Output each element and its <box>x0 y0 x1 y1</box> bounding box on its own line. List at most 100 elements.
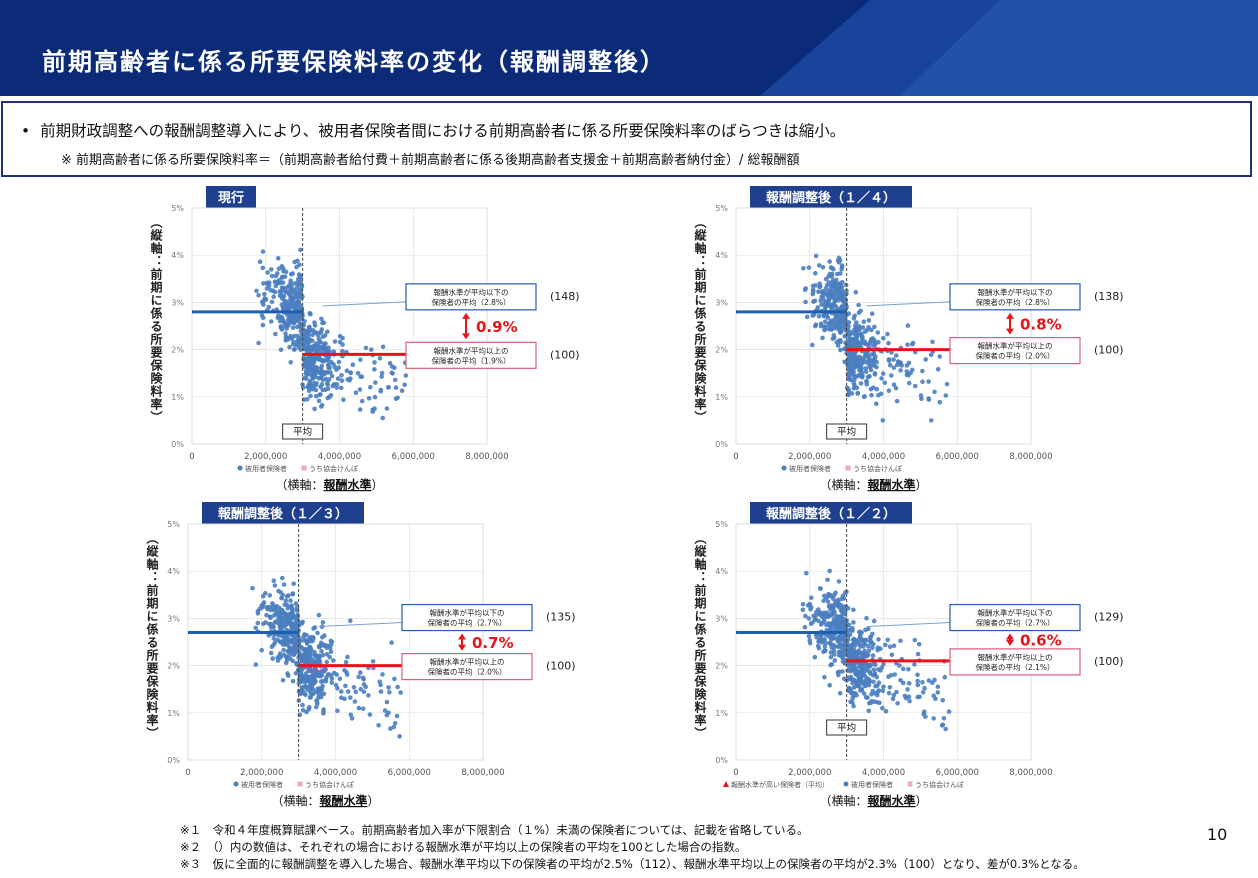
scatter-point <box>838 649 843 654</box>
scatter-point <box>403 373 409 378</box>
scatter-point <box>326 348 332 354</box>
scatter-point <box>942 674 948 680</box>
scatter-point <box>316 398 322 404</box>
scatter-point <box>891 643 897 649</box>
scatter-point <box>866 708 871 714</box>
scatter-point <box>882 380 888 385</box>
y-axis-label: （縦軸：前期に係る所要保険料率） <box>693 532 707 740</box>
scatter-point <box>278 315 284 320</box>
scatter-point <box>817 586 823 591</box>
scatter-point <box>848 354 854 360</box>
scatter-point <box>329 373 335 379</box>
scatter-point <box>854 683 859 688</box>
high-group-index: (100) <box>1094 344 1124 357</box>
scatter-point <box>271 294 276 299</box>
scatter-point <box>300 385 306 390</box>
scatter-point <box>283 638 289 644</box>
scatter-point <box>806 633 812 639</box>
scatter-point <box>871 667 877 672</box>
scatter-point <box>306 325 312 330</box>
scatter-point <box>840 280 845 285</box>
scatter-point <box>292 347 297 352</box>
scatter-point <box>398 690 403 695</box>
scatter-point <box>876 339 881 345</box>
scatter-point <box>906 666 911 672</box>
high-callout-line1: 報酬水準が平均以上の <box>434 345 509 355</box>
scatter-point <box>912 662 917 667</box>
scatter-point <box>255 620 261 626</box>
scatter-point <box>881 335 886 341</box>
scatter-point <box>328 393 334 398</box>
scatter-point <box>867 639 873 644</box>
scatter-point <box>904 369 910 374</box>
scatter-point <box>250 585 255 591</box>
scatter-point <box>331 670 337 676</box>
scatter-point <box>886 340 891 346</box>
scatter-point <box>339 373 344 378</box>
scatter-point <box>319 316 324 322</box>
scatter-point <box>827 640 832 646</box>
scatter-point <box>325 382 330 387</box>
scatter-point <box>886 674 891 679</box>
scatter-point <box>846 311 852 316</box>
legend-label: 被用者保険者 <box>789 464 831 473</box>
scatter-point <box>389 640 394 645</box>
x-tick-label: 2,000,000 <box>240 768 283 778</box>
scatter-point <box>264 604 270 610</box>
scatter-point <box>856 302 861 308</box>
scatter-point <box>314 330 319 336</box>
difference-value: 0.8% <box>1020 316 1062 334</box>
x-tick-label: 6,000,000 <box>936 768 979 778</box>
legend-marker <box>237 465 243 471</box>
scatter-point <box>318 329 324 334</box>
low-group-index: (148) <box>550 290 580 303</box>
low-callout-line1: 報酬水準が平均以下の <box>978 608 1053 618</box>
scatter-point <box>937 399 943 405</box>
scatter-point <box>292 635 298 640</box>
scatter-point <box>829 603 834 608</box>
scatter-point <box>271 642 276 648</box>
scatter-point <box>265 281 270 287</box>
scatter-point <box>838 330 843 335</box>
high-callout-line1: 報酬水準が平均以上の <box>430 657 505 667</box>
y-tick-label: 5% <box>715 204 728 213</box>
low-callout-line2: 保険者の平均（2.7%） <box>975 618 1054 628</box>
scatter-point <box>858 308 863 314</box>
scatter-point <box>377 356 383 361</box>
scatter-point <box>833 281 839 287</box>
scatter-point <box>295 299 300 305</box>
scatter-point <box>832 621 838 627</box>
scatter-point <box>880 688 886 693</box>
scatter-point <box>837 286 843 292</box>
scatter-point <box>308 687 313 692</box>
scatter-point <box>943 726 948 732</box>
scatter-point <box>253 625 258 631</box>
scatter-point <box>881 661 886 667</box>
scatter-point <box>291 305 296 310</box>
scatter-point <box>270 604 276 609</box>
scatter-point <box>823 640 828 645</box>
footnotes: ※１ 令和４年度概算賦課ベース。前期高齢者加入率が下限割合（１%）未満の保険者に… <box>180 822 1085 873</box>
scatter-point <box>843 282 849 288</box>
scatter-point <box>322 633 327 638</box>
scatter-point <box>830 283 835 289</box>
scatter-point <box>910 340 916 346</box>
scatter-point <box>280 678 286 683</box>
scatter-point <box>828 626 834 632</box>
scatter-point <box>256 340 261 346</box>
scatter-point <box>348 370 353 376</box>
scatter-point <box>895 359 901 364</box>
scatter-point <box>818 612 823 618</box>
difference-arrow-head-down <box>462 333 470 340</box>
scatter-point <box>289 611 295 616</box>
scatter-point <box>926 678 932 683</box>
scatter-point <box>838 621 844 627</box>
scatter-point <box>800 607 806 613</box>
scatter-point <box>328 638 334 644</box>
scatter-point <box>298 274 303 280</box>
scatter-point <box>366 396 372 401</box>
scatter-point <box>275 610 280 616</box>
scatter-point <box>302 654 308 659</box>
scatter-point <box>842 676 847 682</box>
scatter-point <box>305 397 310 402</box>
